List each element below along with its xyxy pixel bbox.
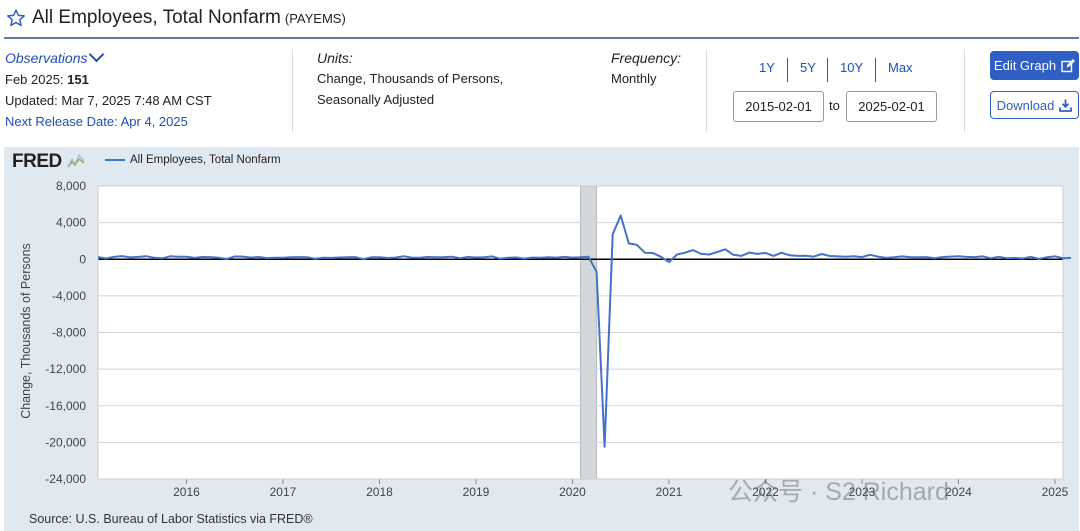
units-line-1: Change, Thousands of Persons, [317, 71, 504, 86]
y-tick-label: -20,000 [45, 435, 86, 449]
start-date-input[interactable]: 2015-02-01 [733, 91, 824, 122]
next-release-link[interactable]: Next Release Date: Apr 4, 2025 [5, 114, 188, 129]
fred-chart-icon [66, 153, 85, 168]
x-tick-label: 2025 [1042, 485, 1069, 499]
observations-block: Observations Feb 2025: 151 Updated: Mar … [5, 46, 212, 132]
range-separator [827, 58, 828, 82]
range-10y-button[interactable]: 10Y [840, 60, 864, 75]
observations-toggle[interactable]: Observations [5, 46, 212, 69]
y-tick-label: 0 [79, 252, 86, 266]
divider [964, 50, 965, 132]
star-outline-icon[interactable] [6, 8, 26, 28]
source-note: Source: U.S. Bureau of Labor Statistics … [29, 512, 313, 526]
legend-swatch [105, 159, 125, 161]
y-tick-label: -12,000 [45, 362, 86, 376]
edit-graph-label: Edit Graph [993, 58, 1057, 73]
x-tick-label: 2019 [463, 485, 490, 499]
x-tick-label: 2021 [656, 485, 683, 499]
frequency-value: Monthly [611, 71, 657, 86]
frequency-label: Frequency: [611, 50, 682, 66]
y-tick-label: 8,000 [56, 179, 86, 193]
series-code: (PAYEMS) [284, 10, 346, 26]
x-tick-label: 2023 [849, 485, 876, 499]
divider [706, 50, 707, 132]
units-line-2: Seasonally Adjusted [317, 92, 435, 107]
range-max-button[interactable]: Max [888, 60, 913, 75]
units-block: Units: Change, Thousands of Persons, Sea… [317, 48, 503, 110]
edit-icon [1061, 58, 1076, 72]
range-1y-button[interactable]: 1Y [759, 60, 775, 75]
range-separator [875, 58, 876, 82]
fred-logo: FRED [12, 151, 85, 173]
download-icon [1059, 99, 1073, 112]
edit-graph-button[interactable]: Edit Graph [990, 51, 1079, 80]
latest-value: 151 [67, 72, 89, 87]
y-tick-label: -4,000 [52, 289, 86, 303]
legend-label: All Employees, Total Nonfarm [130, 154, 281, 166]
range-5y-button[interactable]: 5Y [800, 60, 816, 75]
fred-logo-text: FRED [12, 151, 62, 172]
download-label: Download [996, 97, 1055, 113]
header-divider [4, 37, 1079, 39]
end-date-input[interactable]: 2025-02-01 [846, 91, 937, 122]
y-tick-label: -16,000 [45, 399, 86, 413]
page-title: All Employees, Total Nonfarm [32, 7, 281, 28]
observations-label[interactable]: Observations [5, 50, 88, 66]
latest-observation: Feb 2025: 151 [5, 69, 212, 90]
updated-text: Updated: Mar 7, 2025 7:48 AM CST [5, 93, 212, 108]
chart-legend: All Employees, Total Nonfarm [105, 154, 281, 166]
x-tick-label: 2022 [752, 485, 779, 499]
title-row: All Employees, Total Nonfarm (PAYEMS) [6, 4, 346, 32]
range-separator [787, 58, 788, 82]
x-tick-label: 2017 [270, 485, 297, 499]
download-button[interactable]: Download [990, 91, 1079, 119]
plot-frame [97, 185, 1064, 480]
latest-period: Feb 2025: [5, 72, 64, 87]
x-tick-label: 2016 [173, 485, 200, 499]
series-line [97, 214, 1072, 448]
divider [292, 50, 293, 132]
units-label: Units: [317, 50, 353, 66]
y-tick-label: -8,000 [52, 326, 86, 340]
y-tick-label: 4,000 [56, 216, 86, 230]
date-to-label: to [829, 98, 840, 113]
x-tick-label: 2020 [559, 485, 586, 499]
x-tick-label: 2024 [945, 485, 972, 499]
watermark: 公众号 · S2 Richard [728, 478, 949, 506]
x-tick-label: 2018 [366, 485, 393, 499]
y-tick-label: -24,000 [45, 472, 86, 486]
frequency-block: Frequency: Monthly [611, 48, 681, 89]
